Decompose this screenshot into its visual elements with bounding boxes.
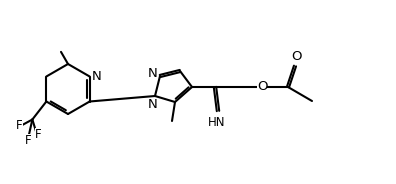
Text: F: F xyxy=(25,134,32,147)
Text: N: N xyxy=(147,67,157,80)
Text: HN: HN xyxy=(208,116,226,129)
Text: F: F xyxy=(16,119,23,132)
Text: N: N xyxy=(148,98,158,112)
Text: O: O xyxy=(257,81,267,93)
Text: N: N xyxy=(91,70,101,82)
Text: F: F xyxy=(35,128,42,141)
Text: O: O xyxy=(291,50,301,63)
